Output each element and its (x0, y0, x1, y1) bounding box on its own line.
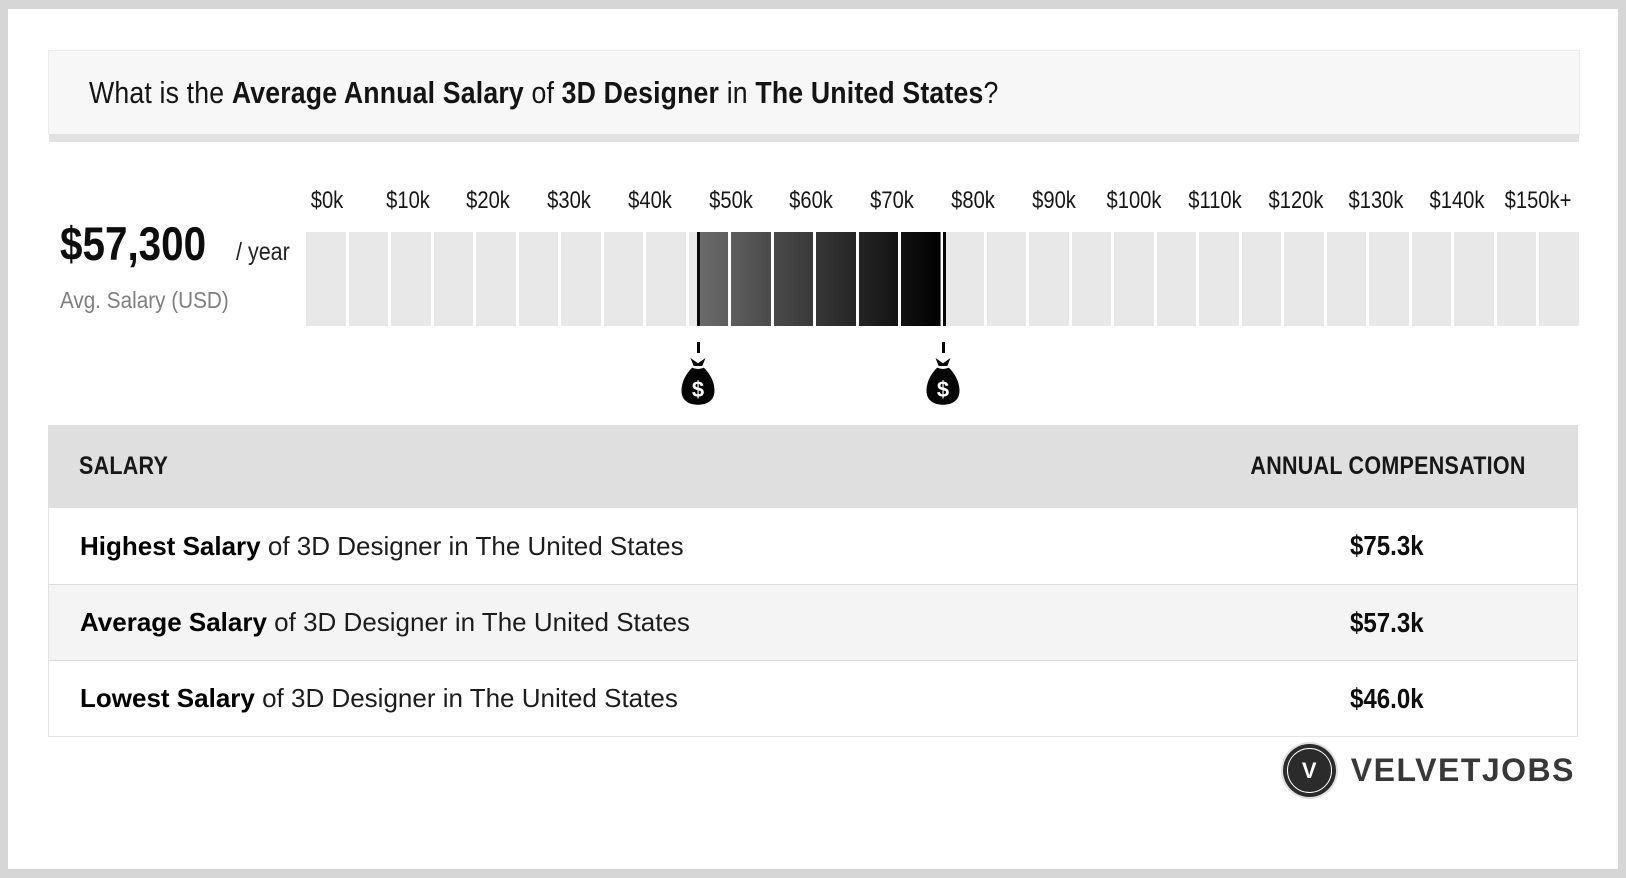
marker-dash (696, 342, 700, 353)
axis-tick-label: $50k (708, 187, 753, 214)
average-salary-period: / year (236, 238, 291, 266)
infographic-card: What is the Average Annual Salary of 3D … (8, 9, 1618, 869)
title-fragment: The United States (755, 74, 984, 110)
row-label-rest: of 3D Designer in The United States (266, 607, 690, 637)
marker-line (943, 232, 946, 326)
scale-cell (1199, 232, 1239, 326)
money-bag-icon: $ (923, 357, 963, 405)
title-fragment: in (719, 74, 756, 110)
row-value: $75.3k (1350, 530, 1424, 561)
table-row: Highest Salary of 3D Designer in The Uni… (49, 508, 1577, 584)
table-row: Average Salary of 3D Designer in The Uni… (49, 584, 1577, 660)
scale-cell (1284, 232, 1324, 326)
header-annual-compensation: ANNUAL COMPENSATION (1250, 452, 1526, 480)
row-value: $57.3k (1350, 606, 1424, 638)
scale-cell (646, 232, 686, 326)
row-label-bold: Highest Salary (80, 530, 261, 561)
average-salary-summary: $57,300 / year Avg. Salary (USD) (60, 216, 299, 314)
title-panel: What is the Average Annual Salary of 3D … (48, 50, 1580, 142)
scale-cell (1454, 232, 1494, 326)
scale-cell (603, 232, 644, 326)
row-label-rest: of 3D Designer in The United States (254, 683, 678, 713)
logo-letter: V (1301, 757, 1317, 783)
title-fragment: 3D Designer (561, 74, 720, 110)
average-salary-caption: Avg. Salary (USD) (60, 287, 229, 313)
row-label: Highest Salary of 3D Designer in The Uni… (49, 531, 1197, 562)
salary-range-chart: $0k $10k $20k $30k $40k $50k $60k $70k $80k $90k $… (306, 178, 1590, 413)
axis-tick-label: $120k (1268, 187, 1324, 214)
scale-cell (1496, 232, 1537, 326)
scale-cell (348, 232, 389, 326)
scale-cell (391, 232, 431, 326)
axis-ticks: $0k $10k $20k $30k $40k $50k $60k $70k $80k $90k $… (306, 188, 1590, 216)
highlighted-range-segment (773, 232, 814, 326)
axis-tick-label: $0k (310, 187, 344, 214)
marker-dash (941, 342, 945, 353)
highlighted-range-segment (901, 232, 941, 326)
scale-cell (1369, 232, 1409, 326)
salary-scale-bar (306, 232, 1580, 326)
title-fragment: of (523, 74, 562, 110)
axis-tick-label: $90k (1031, 187, 1076, 214)
salary-table: SALARY ANNUAL COMPENSATION Highest Salar… (48, 425, 1578, 737)
axis-tick-label: $30k (547, 187, 592, 214)
axis-tick-label: $10k (385, 187, 430, 214)
axis-tick-label: $40k (628, 187, 672, 214)
scale-cell (1114, 232, 1154, 326)
row-label: Lowest Salary of 3D Designer in The Unit… (49, 683, 1197, 714)
axis-tick-label: $70k (870, 187, 914, 214)
money-bag-icon: $ (678, 357, 718, 405)
scale-cell (986, 232, 1027, 326)
scale-cell (1156, 232, 1197, 326)
scale-cell (1539, 232, 1579, 326)
axis-tick-label: $110k (1188, 187, 1242, 214)
scale-cell (1241, 232, 1282, 326)
row-label: Average Salary of 3D Designer in The Uni… (49, 607, 1197, 638)
title-fragment: Average Annual Salary (231, 74, 524, 110)
scale-cell (1411, 232, 1452, 326)
axis-tick-label: $80k (950, 187, 995, 214)
scale-cell (476, 232, 516, 326)
logo-circle-icon: V (1282, 744, 1336, 797)
row-label-bold: Average Salary (80, 607, 267, 637)
highlighted-range-segment (858, 232, 899, 326)
highlighted-range-segment (816, 232, 856, 326)
header-salary: SALARY (79, 452, 169, 480)
scale-cell (561, 232, 601, 326)
scale-cell (306, 232, 346, 326)
axis-tick-label: $20k (466, 187, 511, 214)
axis-tick-label: $100k (1106, 187, 1162, 214)
highlighted-range-segment (731, 232, 771, 326)
svg-text:$: $ (937, 377, 949, 402)
title-fragment: What is the (89, 74, 232, 110)
scale-cell (1326, 232, 1367, 326)
scale-cell (1029, 232, 1069, 326)
salary-table-header: SALARY ANNUAL COMPENSATION (48, 425, 1578, 508)
row-value: $46.0k (1350, 682, 1424, 714)
page-title: What is the Average Annual Salary of 3D … (89, 75, 1147, 111)
scale-cell (1071, 232, 1112, 326)
scale-cell (433, 232, 474, 326)
svg-text:$: $ (692, 377, 704, 402)
brand-name: VELVETJOBS (1350, 752, 1575, 788)
row-label-rest: of 3D Designer in The United States (260, 530, 684, 561)
scale-cell (518, 232, 559, 326)
page-title-text: What is the Average Annual Salary of 3D … (89, 75, 998, 111)
velvetjobs-logo[interactable]: V VELVETJOBS (1282, 744, 1575, 797)
salary-table-body: Highest Salary of 3D Designer in The Uni… (48, 508, 1578, 737)
table-row: Lowest Salary of 3D Designer in The Unit… (49, 660, 1577, 736)
axis-tick-label: $150k+ (1504, 187, 1572, 214)
row-label-bold: Lowest Salary (80, 683, 255, 713)
axis-tick-label: $60k (789, 187, 834, 214)
axis-tick-label: $130k (1349, 187, 1404, 214)
average-salary-amount: $57,300 (60, 217, 207, 270)
scale-cell (943, 232, 984, 326)
marker-line (697, 232, 700, 326)
axis-tick-label: $140k (1429, 187, 1485, 214)
title-fragment: ? (983, 74, 999, 110)
average-salary-amount-row: $57,300 / year (60, 216, 299, 271)
highlighted-range-segment (698, 232, 729, 326)
